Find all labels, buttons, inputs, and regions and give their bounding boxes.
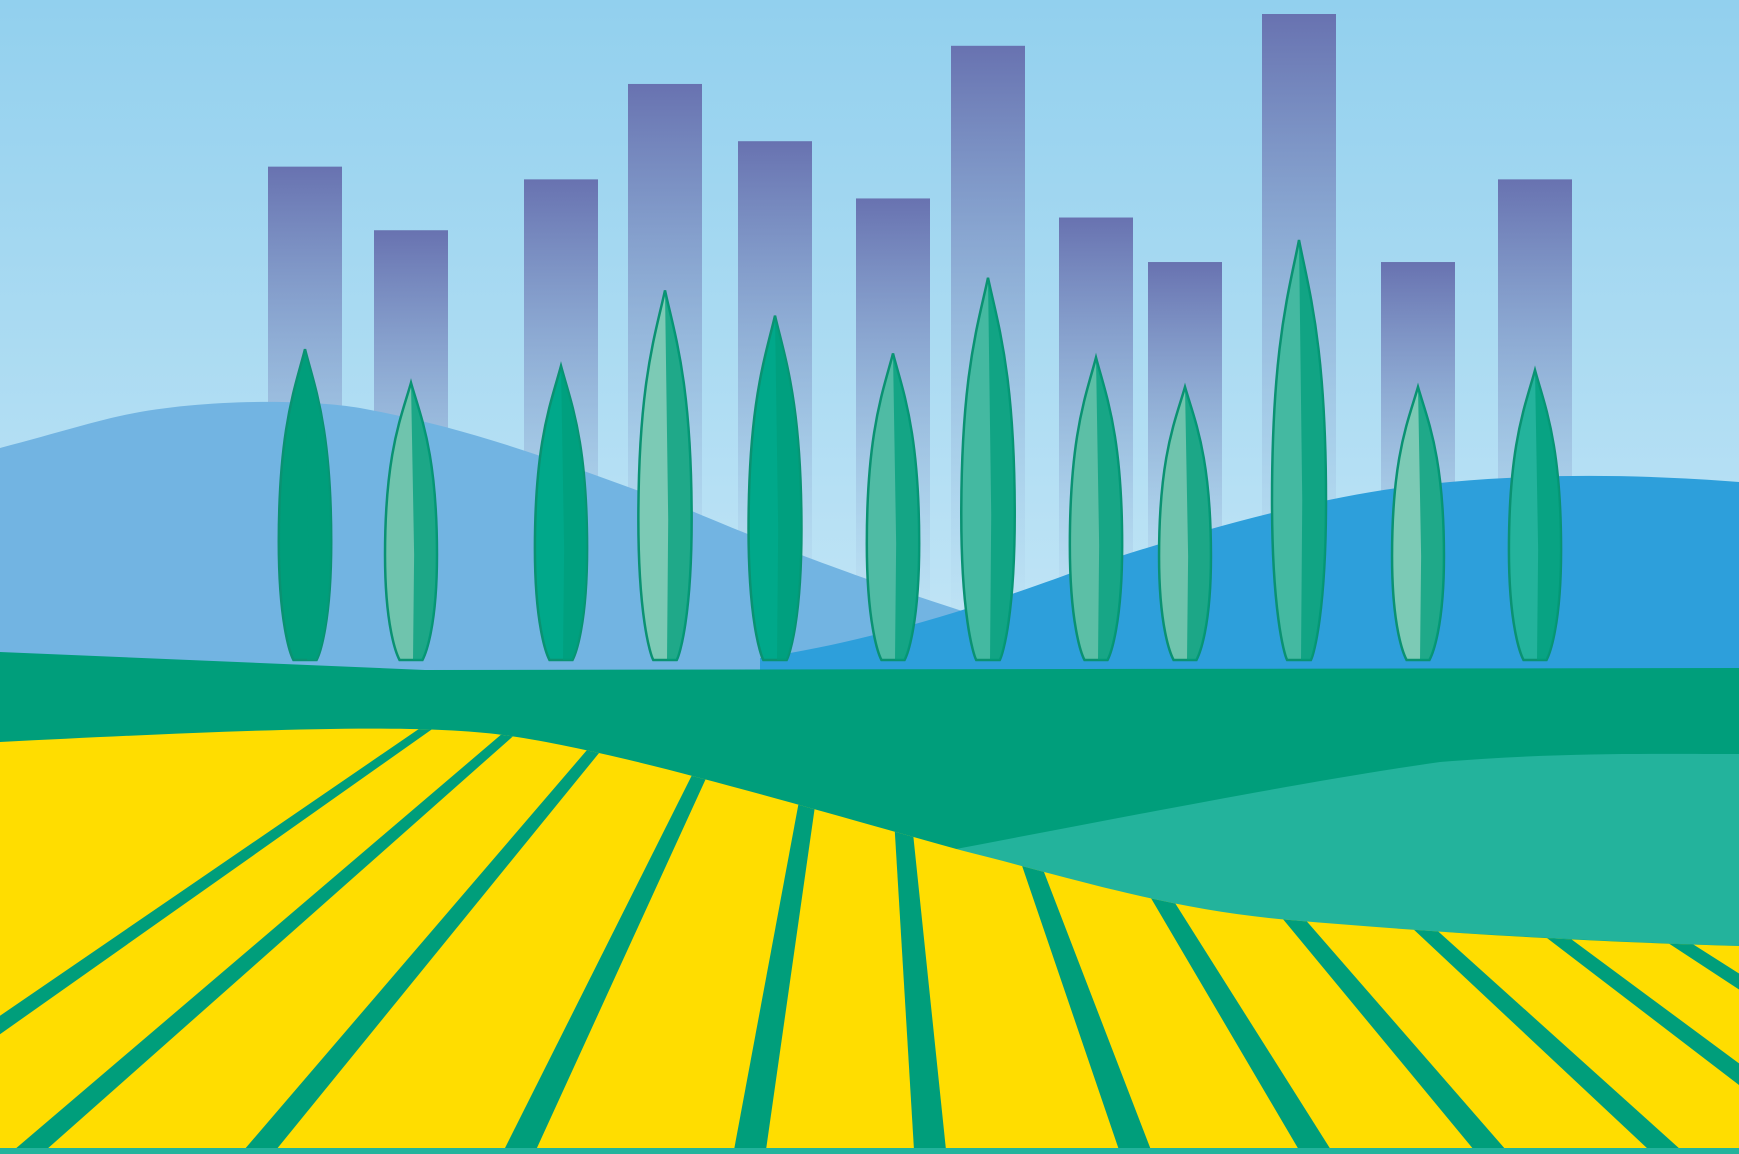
field-furrow [734, 728, 851, 1150]
field-furrow [504, 728, 806, 1150]
bottom-line [0, 1148, 1739, 1154]
trees-group [277, 239, 1563, 662]
cypress-tree [637, 290, 693, 662]
cypress-tree [383, 378, 439, 662]
cypress-tree [1157, 382, 1213, 662]
cypress-tree [1068, 352, 1124, 662]
field-furrow [244, 728, 757, 1150]
yellow-field [0, 728, 1739, 1150]
field-furrow [0, 728, 672, 1150]
field-furrow [878, 728, 946, 1150]
cypress-tree [865, 353, 921, 662]
cypress-tree [1507, 365, 1563, 662]
cypress-tree [1390, 382, 1446, 662]
cypress-tree [1270, 239, 1328, 662]
cypress-tree [960, 277, 1016, 662]
cypress-tree [277, 348, 333, 662]
cypress-tree [747, 315, 803, 662]
field-furrow [14, 728, 712, 1150]
cypress-tree [533, 361, 589, 662]
